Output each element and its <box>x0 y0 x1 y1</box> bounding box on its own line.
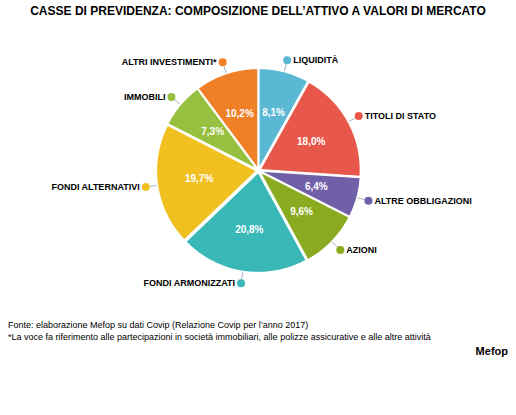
svg-text:LIQUIDITÀ: LIQUIDITÀ <box>293 55 338 65</box>
svg-text:FONDI ARMONIZZATI: FONDI ARMONIZZATI <box>144 278 236 288</box>
svg-text:9,6%: 9,6% <box>290 206 313 217</box>
svg-text:IMMOBILI: IMMOBILI <box>124 92 166 102</box>
html-text:Fonte: elaborazione Mefop su d: Fonte: elaborazione Mefop su dati Covip … <box>8 320 309 330</box>
svg-text:8,1%: 8,1% <box>262 107 285 118</box>
svg-text:FONDI ALTERNATIVI: FONDI ALTERNATIVI <box>51 182 139 192</box>
svg-text:AZIONI: AZIONI <box>346 245 377 255</box>
html-text:CASSE DI PREVIDENZA: COMPOSIZI: CASSE DI PREVIDENZA: COMPOSIZIONE DELL’A… <box>30 4 486 18</box>
svg-text:10,2%: 10,2% <box>225 108 253 119</box>
svg-text:ALTRE OBBLIGAZIONI: ALTRE OBBLIGAZIONI <box>374 196 471 206</box>
svg-text:7,3%: 7,3% <box>201 126 224 137</box>
svg-text:6,4%: 6,4% <box>305 181 328 192</box>
svg-text:ALTRI INVESTIMENTI*: ALTRI INVESTIMENTI* <box>122 57 217 67</box>
html-text:Mefop: Mefop <box>475 345 508 358</box>
svg-text:TITOLI DI STATO: TITOLI DI STATO <box>365 111 436 121</box>
html-text:*La voce fa riferimento alle p: *La voce fa riferimento alle partecipazi… <box>8 331 431 342</box>
svg-text:18,0%: 18,0% <box>297 136 325 147</box>
svg-text:19,7%: 19,7% <box>185 173 213 184</box>
svg-text:20,8%: 20,8% <box>235 224 263 235</box>
